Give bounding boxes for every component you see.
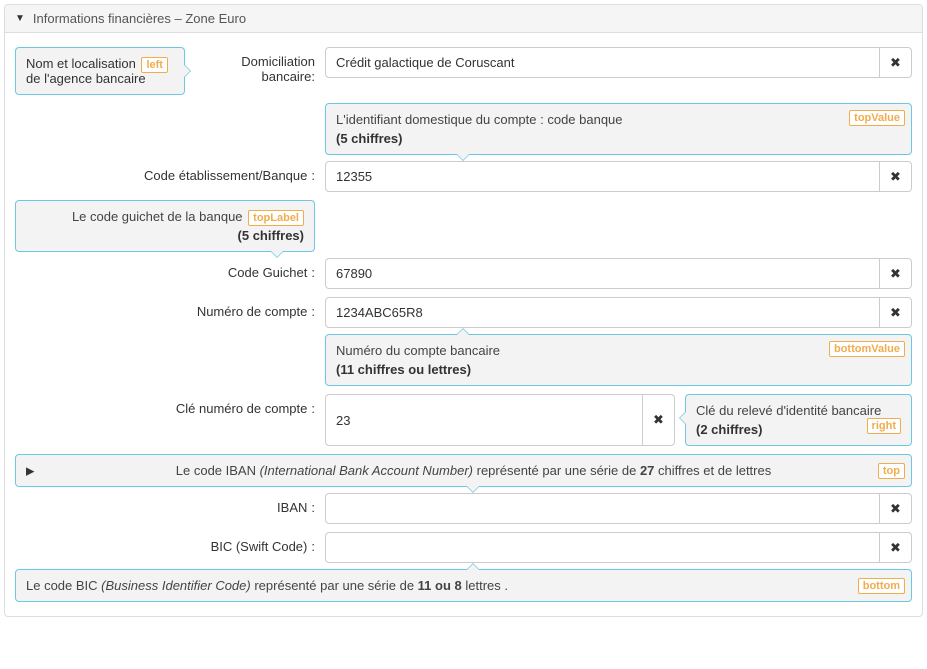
- cle-compte-input[interactable]: [325, 394, 643, 446]
- hint-text: Clé du relevé d'identité bancaire right: [696, 403, 901, 418]
- hint-text: Le code guichet de la banque topLabel: [26, 209, 304, 224]
- panel-body: Nom et localisation left de l'agence ban…: [5, 33, 922, 616]
- clear-cle-compte-button[interactable]: ✖: [643, 394, 675, 446]
- clear-code-guichet-button[interactable]: ✖: [880, 258, 912, 289]
- caret-down-icon: ▼: [15, 13, 25, 24]
- hint-sub: (11 chiffres ou lettres): [336, 362, 901, 377]
- badge-right: right: [867, 418, 901, 434]
- hint-code-etab: L'identifiant domestique du compte : cod…: [325, 103, 912, 155]
- clear-bic-button[interactable]: ✖: [880, 532, 912, 563]
- badge-bottomvalue: bottomValue: [829, 341, 905, 357]
- bic-input[interactable]: [325, 532, 880, 563]
- label-iban: IBAN:: [15, 493, 315, 515]
- panel-title: Informations financières – Zone Euro: [33, 11, 246, 26]
- domiciliation-input[interactable]: [325, 47, 880, 78]
- clear-num-compte-button[interactable]: ✖: [880, 297, 912, 328]
- hint-num-compte: Numéro du compte bancaire (11 chiffres o…: [325, 334, 912, 386]
- label-cle-compte: Clé numéro de compte:: [15, 394, 315, 416]
- hint-text: Le code BIC (Business Identifier Code) r…: [26, 578, 508, 593]
- hint-text: Numéro du compte bancaire: [336, 343, 901, 358]
- hint-code-guichet: Le code guichet de la banque topLabel (5…: [15, 200, 315, 252]
- label-code-etab: Code établissement/Banque:: [15, 161, 315, 183]
- num-compte-input[interactable]: [325, 297, 880, 328]
- financial-info-panel: ▼ Informations financières – Zone Euro N…: [4, 4, 923, 617]
- hint-text: L'identifiant domestique du compte : cod…: [336, 112, 901, 127]
- hint-domiciliation: Nom et localisation left de l'agence ban…: [15, 47, 185, 95]
- hint-sub: (5 chiffres): [336, 131, 901, 146]
- badge-bottom: bottom: [858, 578, 905, 594]
- badge-toplabel: topLabel: [248, 210, 304, 226]
- hint-bic: Le code BIC (Business Identifier Code) r…: [15, 569, 912, 602]
- hint-text: Le code IBAN (International Bank Account…: [176, 463, 771, 478]
- code-etab-input[interactable]: [325, 161, 880, 192]
- clear-code-etab-button[interactable]: ✖: [880, 161, 912, 192]
- label-domiciliation: Domiciliation bancaire:: [195, 47, 315, 84]
- chevron-right-icon: ▶: [26, 464, 34, 477]
- badge-top: top: [878, 463, 905, 479]
- clear-domiciliation-button[interactable]: ✖: [880, 47, 912, 78]
- hint-iban: ▶ Le code IBAN (International Bank Accou…: [15, 454, 912, 487]
- badge-topvalue: topValue: [849, 110, 905, 126]
- clear-iban-button[interactable]: ✖: [880, 493, 912, 524]
- hint-sub: (5 chiffres): [26, 228, 304, 243]
- label-num-compte: Numéro de compte:: [15, 297, 315, 319]
- panel-header[interactable]: ▼ Informations financières – Zone Euro: [5, 5, 922, 33]
- hint-cle-compte: Clé du relevé d'identité bancaire right …: [685, 394, 912, 446]
- hint-text-line2: de l'agence bancaire: [26, 71, 174, 86]
- hint-text: Nom et localisation left: [26, 56, 168, 71]
- label-bic: BIC (Swift Code):: [15, 532, 315, 554]
- label-code-guichet: Code Guichet:: [15, 258, 315, 280]
- iban-input[interactable]: [325, 493, 880, 524]
- code-guichet-input[interactable]: [325, 258, 880, 289]
